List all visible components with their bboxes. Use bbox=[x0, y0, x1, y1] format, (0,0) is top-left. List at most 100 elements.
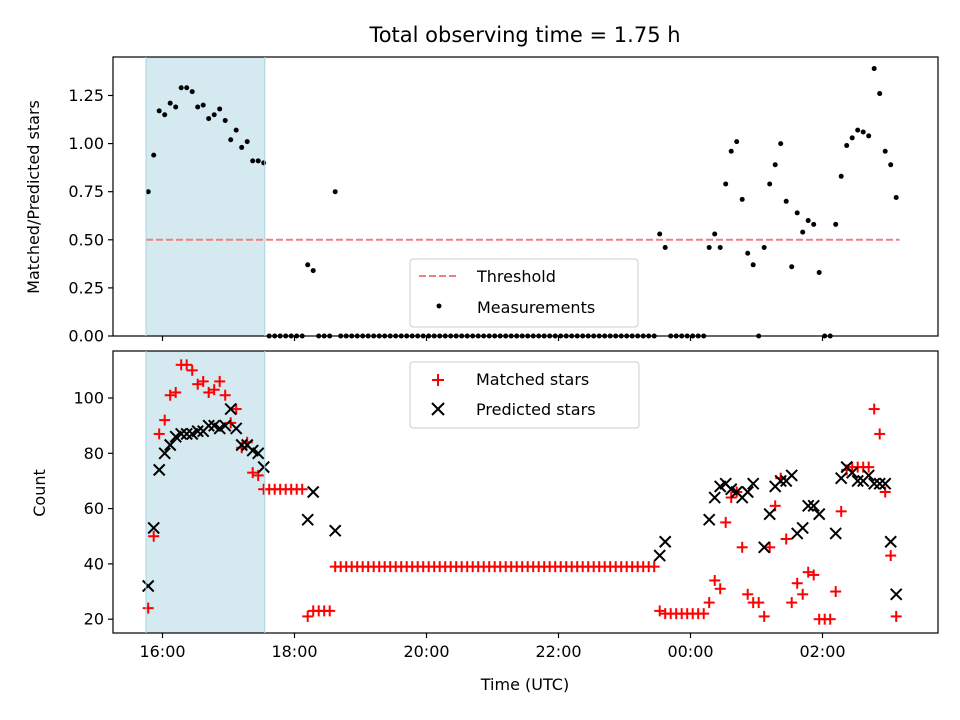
matched-star-point bbox=[742, 588, 754, 600]
measurement-point bbox=[745, 250, 751, 256]
matched-star-point bbox=[874, 428, 886, 440]
bottom-x-ticks: 16:00 18:00 20:00 22:00 00:00 02:00 bbox=[139, 633, 846, 661]
predicted-star-point bbox=[862, 469, 875, 482]
top-y-tick-label: 0.00 bbox=[68, 327, 104, 346]
measurement-point bbox=[739, 196, 745, 202]
x-tick-label: 00:00 bbox=[667, 642, 713, 661]
predicted-star-point bbox=[218, 419, 232, 432]
matched-star-point bbox=[863, 461, 875, 473]
top-y-tick-label: 0.75 bbox=[68, 182, 104, 201]
matched-star-point bbox=[654, 605, 666, 617]
matched-star-point bbox=[835, 505, 847, 517]
bottom-legend-box bbox=[409, 361, 640, 429]
matched-star-point bbox=[764, 541, 776, 553]
matched-star-point bbox=[214, 375, 226, 387]
matched-star-point bbox=[709, 574, 721, 586]
matched-star-point bbox=[720, 516, 732, 528]
measurement-point bbox=[200, 102, 206, 108]
measurement-point bbox=[211, 112, 217, 118]
measurement-point bbox=[750, 262, 756, 268]
measurement-point bbox=[860, 129, 866, 135]
predicted-star-point bbox=[301, 513, 314, 526]
bottom-y-tick-label: 20 bbox=[84, 610, 104, 629]
measurement-point bbox=[877, 91, 883, 97]
predicted-star-point bbox=[763, 507, 776, 521]
measurement-point bbox=[805, 218, 811, 224]
predicted-star-point bbox=[757, 541, 771, 554]
measurement-point bbox=[734, 139, 740, 145]
measurement-point bbox=[789, 264, 795, 270]
bottom-y-tick-label: 80 bbox=[84, 444, 104, 463]
predicted-star-point bbox=[785, 469, 798, 482]
matched-star-point bbox=[324, 605, 336, 617]
predicted-star-point bbox=[653, 549, 666, 562]
top-y-ticks: 0.00 0.25 0.50 0.75 1.00 1.25 bbox=[68, 86, 113, 346]
measurement-point bbox=[844, 143, 850, 149]
predicted-star-point bbox=[163, 438, 177, 452]
measurement-point bbox=[866, 133, 872, 139]
matched-star-point bbox=[808, 569, 820, 581]
predicted-star-point bbox=[834, 471, 848, 485]
legend-predicted-label: Predicted stars bbox=[476, 400, 596, 419]
measurement-point bbox=[233, 127, 239, 133]
matched-star-point bbox=[868, 403, 880, 415]
measurement-point bbox=[778, 141, 784, 147]
top-x-ticks bbox=[161, 336, 824, 341]
matched-star-point bbox=[148, 530, 160, 542]
predicted-star-point bbox=[889, 588, 903, 601]
measurement-point bbox=[893, 194, 899, 200]
measurement-point bbox=[717, 244, 723, 250]
matched-star-point bbox=[648, 561, 660, 573]
bottom-legend: Matched stars Predicted stars bbox=[409, 361, 640, 429]
top-y-tick-label: 1.25 bbox=[68, 86, 104, 105]
measurement-point bbox=[261, 160, 267, 166]
matched-star-point bbox=[159, 414, 171, 426]
matched-star-point bbox=[885, 550, 897, 562]
measurement-point bbox=[811, 221, 817, 227]
x-tick-label: 22:00 bbox=[535, 642, 581, 661]
matched-star-point bbox=[791, 577, 803, 589]
predicted-star-point bbox=[658, 535, 672, 548]
bottom-axes-frame bbox=[112, 350, 939, 634]
legend-matched-swatch bbox=[432, 374, 444, 386]
predicted-star-point bbox=[867, 477, 881, 490]
predicted-star-point bbox=[873, 477, 886, 490]
measurement-point bbox=[156, 108, 162, 114]
measurement-point bbox=[794, 210, 800, 216]
matched-star-point bbox=[830, 586, 842, 598]
matched-star-point bbox=[181, 359, 193, 371]
legend-measurement-label: Measurements bbox=[477, 298, 595, 317]
measurement-point bbox=[255, 158, 261, 164]
predicted-star-point bbox=[202, 419, 215, 432]
predicted-star-point bbox=[884, 535, 897, 548]
measurement-point bbox=[332, 189, 338, 195]
matched-star-point bbox=[802, 566, 814, 578]
bottom-y-tick-label: 100 bbox=[73, 389, 104, 408]
bottom-y-ticks: 20 40 60 80 100 bbox=[73, 389, 113, 629]
measurement-point bbox=[728, 148, 734, 154]
x-tick-label: 16:00 bbox=[139, 642, 185, 661]
measurement-point bbox=[162, 112, 168, 118]
measurement-point bbox=[195, 104, 201, 110]
measurement-point bbox=[772, 162, 778, 168]
measurement-point bbox=[228, 137, 234, 143]
predicted-star-point bbox=[829, 527, 842, 540]
predicted-star-point bbox=[878, 477, 892, 490]
top-y-tick-label: 1.00 bbox=[68, 134, 104, 153]
measurement-point bbox=[833, 221, 839, 227]
matched-star-point bbox=[703, 597, 715, 609]
predicted-star-point bbox=[191, 424, 204, 438]
predicted-star-point bbox=[141, 579, 155, 593]
legend-measurement-swatch bbox=[436, 303, 442, 309]
measurement-point bbox=[871, 66, 877, 72]
x-tick-label: 02:00 bbox=[799, 642, 845, 661]
measurement-point bbox=[217, 106, 223, 112]
predicted-star-point bbox=[174, 427, 188, 441]
measurement-point bbox=[838, 173, 844, 179]
predicted-star-point bbox=[224, 402, 237, 416]
measurement-point bbox=[206, 116, 212, 122]
measurement-point bbox=[662, 244, 668, 250]
matched-star-point bbox=[197, 375, 209, 387]
measurement-point bbox=[151, 152, 157, 158]
